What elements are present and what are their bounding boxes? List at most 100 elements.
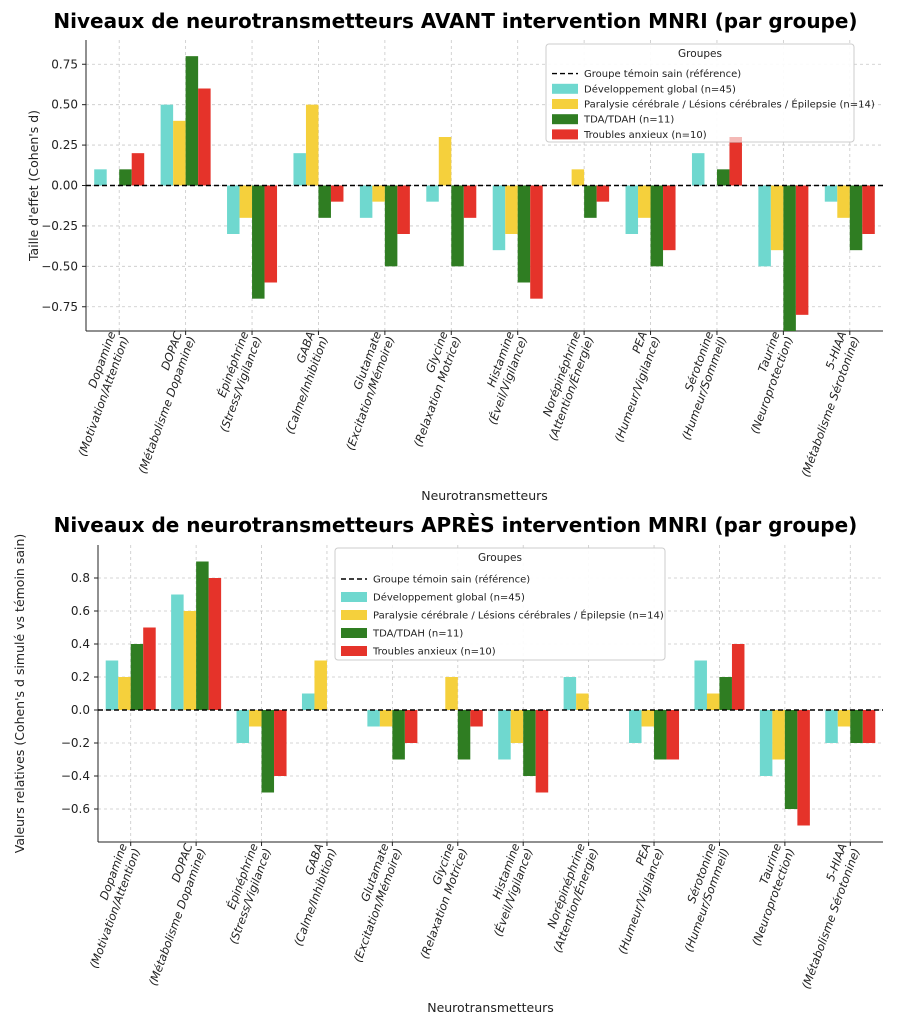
y-tick-label: 0.2 (71, 670, 90, 684)
series-2 (119, 56, 863, 331)
bar (171, 594, 184, 710)
bar (451, 185, 464, 267)
category-label: GABA(Calme/Inhibition) (282, 329, 330, 436)
category-label: Taurine(Neuroprotection) (748, 330, 796, 436)
bar (426, 185, 439, 202)
bar (160, 104, 174, 186)
legend: Groupes Groupe témoin sain (référence) Dév… (545, 43, 875, 143)
category-label: Histamine(Éveil/Vigilance) (489, 842, 535, 939)
category-label: 5-HIAA(Métabolisme Sérotonine) (798, 329, 862, 478)
series-1 (118, 611, 851, 760)
y-tick-label: 0.00 (51, 179, 78, 193)
bar (438, 137, 452, 186)
bar (862, 710, 876, 743)
bar (359, 185, 373, 218)
category-label: Glutamate(Excitation/Mémoire) (343, 330, 397, 453)
bar (535, 710, 549, 793)
bar (173, 120, 186, 186)
category-label: DOPAC(Métabolisme Dopamine) (135, 330, 198, 476)
bar (463, 185, 477, 218)
category-label: Histamine(Éveil/Vigilance) (484, 330, 530, 427)
legend-swatch (552, 129, 578, 140)
bar (330, 185, 344, 202)
category-label: PEA(Humeur/Vigilance) (612, 329, 663, 444)
legend-label: Troubles anxieux (n=10) (372, 647, 496, 658)
bar (784, 710, 798, 809)
y-axis-label: Valeurs relatives (Cohen's d simulé vs t… (12, 534, 27, 854)
legend-label: Paralysie cérébrale / Lésions cérébrales… (584, 98, 875, 111)
y-tick-label: −0.6 (61, 802, 90, 816)
bar (236, 710, 250, 743)
series-3 (131, 88, 875, 315)
legend-label: Groupe témoin sain (référence) (373, 574, 530, 586)
category-label: Épinéphrine(Stress/Vigilance) (214, 329, 265, 434)
bar (505, 185, 518, 234)
x-axis-label: Neurotransmetteurs (421, 488, 548, 503)
bar (143, 627, 156, 710)
category-label: Sérotonine(Humeur/Sommeil) (679, 330, 730, 442)
bar (530, 185, 543, 299)
bar (759, 710, 773, 776)
bar (694, 660, 707, 710)
bar (650, 185, 664, 267)
bar (118, 677, 131, 710)
chart-title: Niveaux de neurotransmetteurs AVANT inte… (53, 9, 857, 33)
bar (318, 185, 331, 218)
bar (196, 561, 209, 710)
bar (716, 169, 730, 186)
series-0 (105, 594, 838, 776)
bar (837, 185, 850, 218)
bar (654, 710, 667, 760)
legend-label: TDA/TDAH (n=11) (372, 629, 463, 640)
legend-swatch (341, 628, 367, 638)
bar (596, 185, 610, 202)
legend-swatch (341, 610, 367, 620)
bar (404, 710, 418, 743)
bar (663, 185, 676, 251)
bar (837, 710, 851, 727)
legend-box (334, 547, 666, 661)
bar (584, 185, 597, 218)
bar (824, 185, 838, 202)
bar (719, 677, 732, 710)
bar (498, 710, 511, 760)
bar (470, 710, 483, 727)
bar (239, 185, 253, 218)
chart-before: Niveaux de neurotransmetteurs AVANT inte… (26, 9, 883, 503)
bar (731, 644, 745, 710)
series-3 (143, 578, 876, 826)
chart-title: Niveaux de neurotransmetteurs APRÈS inte… (54, 513, 858, 537)
legend-label: Groupe témoin sain (référence) (584, 68, 741, 80)
bar (795, 185, 809, 315)
bar (772, 710, 785, 760)
bar (641, 710, 655, 727)
bar (261, 710, 275, 793)
bar (301, 693, 315, 710)
y-tick-label: 0.75 (51, 57, 78, 71)
bar (783, 185, 796, 331)
bar (397, 185, 410, 234)
bar (629, 710, 642, 743)
y-tick-label: 0.6 (71, 604, 90, 618)
legend-title: Groupes (678, 48, 722, 60)
y-tick-label: 0.50 (51, 98, 78, 112)
y-tick-label: 0.0 (71, 703, 90, 717)
bar (119, 169, 132, 186)
bar (770, 185, 784, 251)
bar (384, 185, 398, 267)
bar (372, 185, 385, 202)
bar (797, 710, 810, 826)
bar (517, 185, 531, 283)
bar (825, 710, 838, 743)
legend-swatch (552, 114, 578, 125)
legend: Groupes Groupe témoin sain (référence) Dév… (334, 547, 666, 661)
category-label: Glutamate(Excitation/Mémoire) (351, 842, 405, 965)
category-label: PEA(Humeur/Vigilance) (615, 841, 666, 956)
y-tick-label: −0.2 (61, 736, 90, 750)
bar (638, 185, 651, 218)
legend-box (545, 43, 855, 143)
bar (227, 185, 240, 234)
bar (691, 153, 705, 186)
bar (492, 185, 506, 251)
legend-label: Développement global (n=45) (584, 83, 736, 95)
